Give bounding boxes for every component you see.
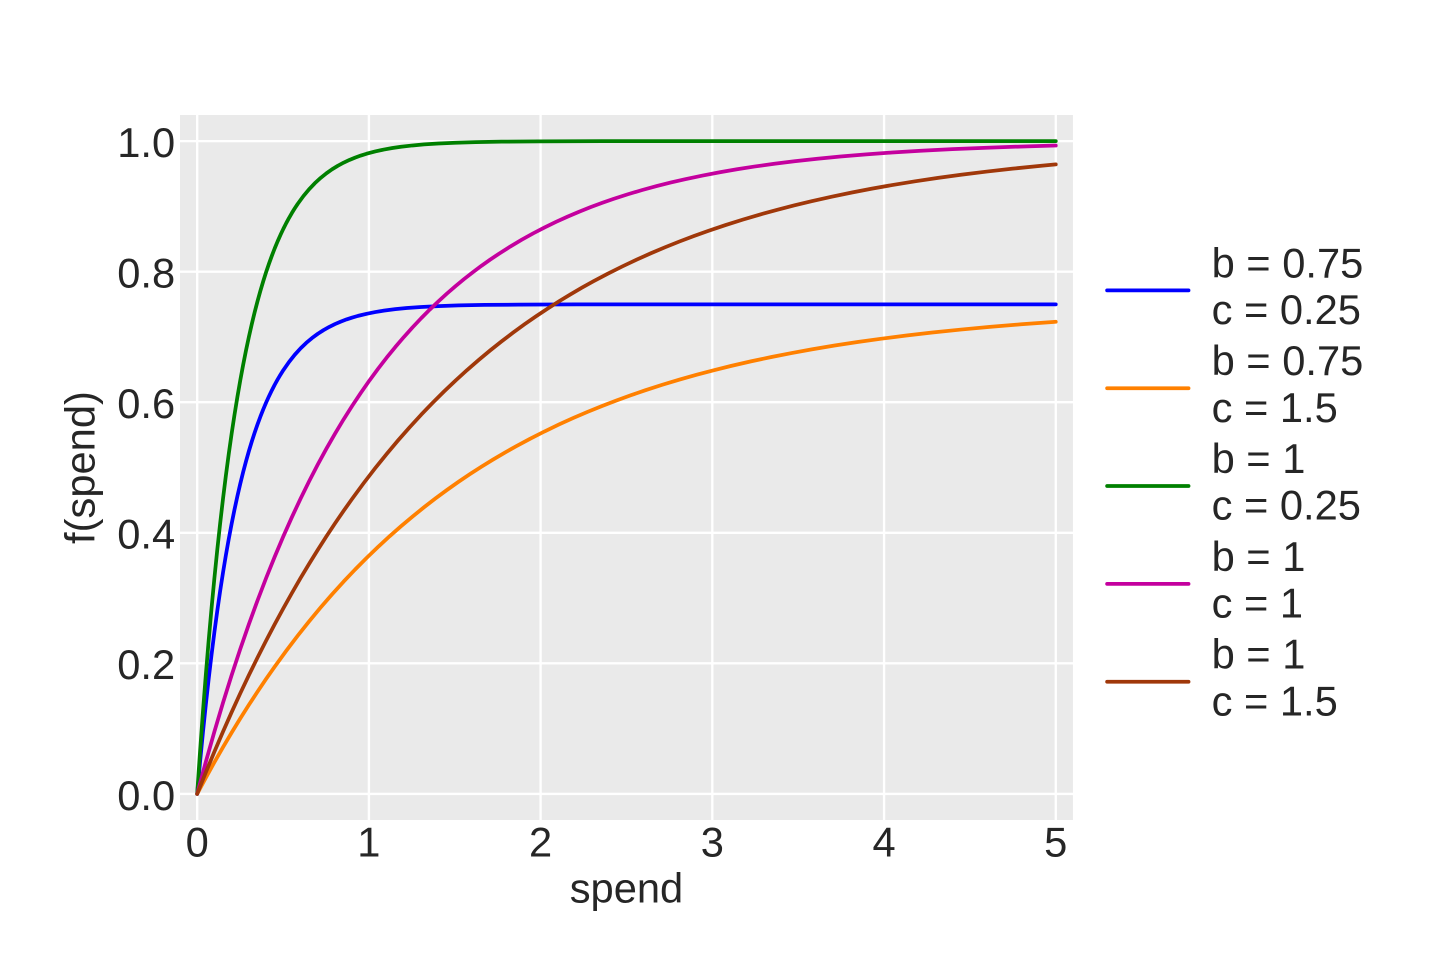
- svg-text:0.6: 0.6: [117, 380, 175, 427]
- svg-text:b = 1: b = 1: [1212, 631, 1306, 678]
- svg-text:0.4: 0.4: [117, 511, 175, 558]
- svg-text:c = 1.5: c = 1.5: [1212, 677, 1338, 724]
- svg-text:0.8: 0.8: [117, 250, 175, 297]
- svg-text:b = 0.75: b = 0.75: [1212, 239, 1364, 286]
- svg-text:c = 0.25: c = 0.25: [1212, 286, 1361, 333]
- svg-text:0.2: 0.2: [117, 641, 175, 688]
- svg-text:0: 0: [186, 819, 209, 866]
- svg-text:c = 1: c = 1: [1212, 579, 1303, 626]
- svg-text:b = 0.75: b = 0.75: [1212, 337, 1364, 384]
- svg-text:0.0: 0.0: [117, 772, 175, 819]
- svg-text:5: 5: [1044, 819, 1067, 866]
- svg-text:b = 1: b = 1: [1212, 435, 1306, 482]
- svg-text:4: 4: [872, 819, 895, 866]
- svg-text:c = 1.5: c = 1.5: [1212, 384, 1338, 431]
- svg-text:c = 0.25: c = 0.25: [1212, 482, 1361, 529]
- svg-text:1: 1: [357, 819, 380, 866]
- svg-text:f(spend): f(spend): [57, 391, 104, 544]
- svg-text:3: 3: [701, 819, 724, 866]
- svg-text:spend: spend: [570, 864, 684, 911]
- svg-text:2: 2: [529, 819, 552, 866]
- svg-text:b = 1: b = 1: [1212, 533, 1306, 580]
- svg-text:1.0: 1.0: [117, 119, 175, 166]
